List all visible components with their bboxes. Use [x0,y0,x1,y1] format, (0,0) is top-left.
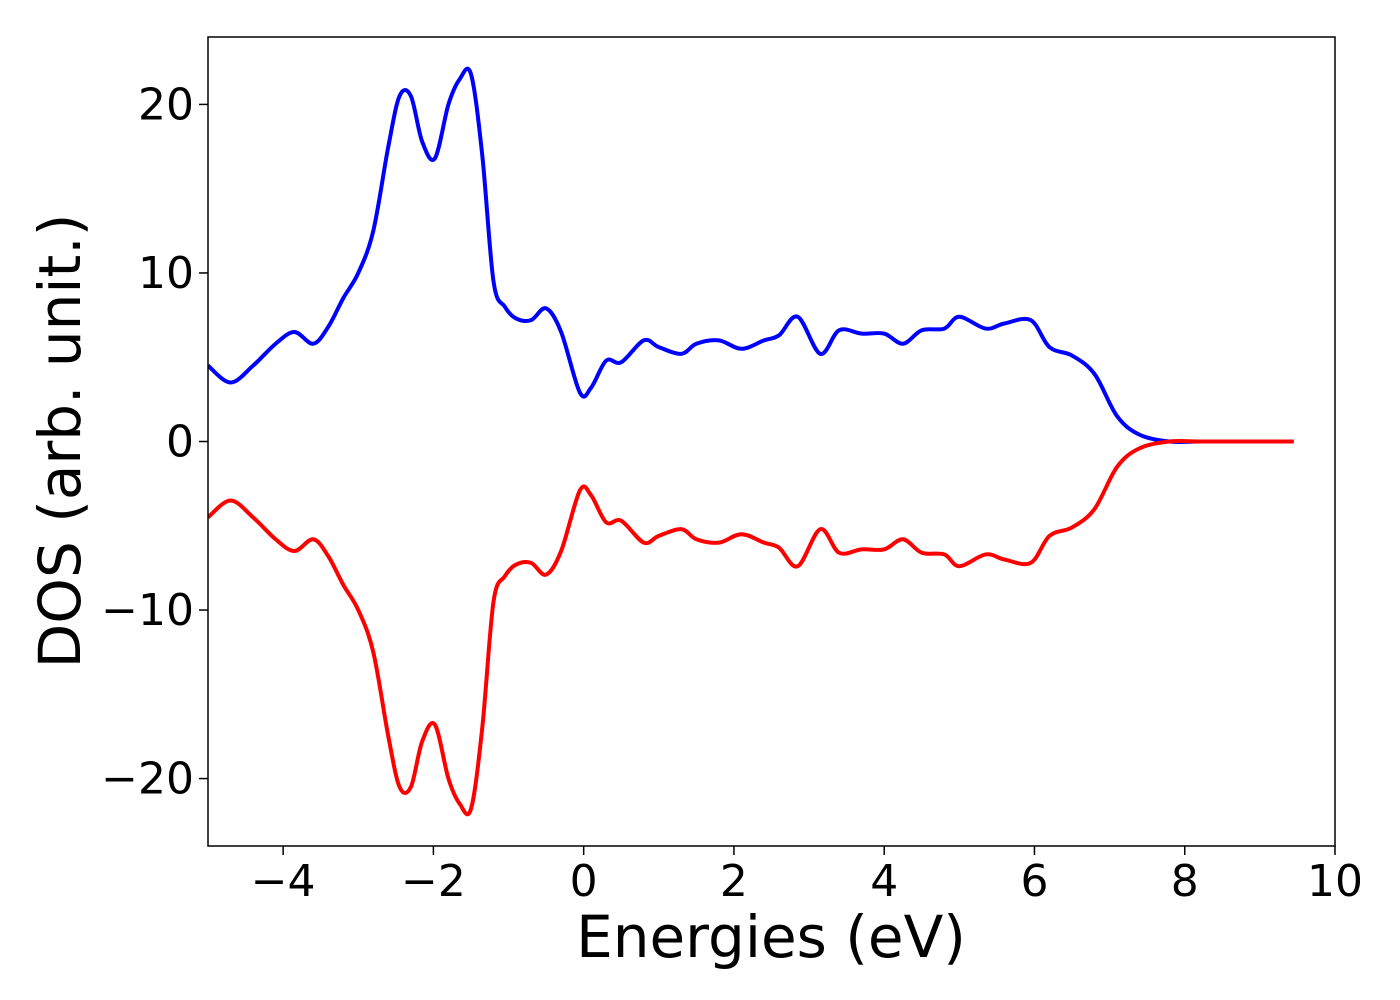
y-tick-label: 20 [138,79,194,130]
x-tick-label: 4 [870,856,898,907]
y-tick-label: 10 [138,248,194,299]
series-line-up [208,66,1294,444]
x-axis-ticks: −4 −2 0 2 4 6 8 10 [251,846,1363,907]
x-tick-label: 8 [1171,856,1199,907]
series-layer [208,66,1294,817]
x-tick-label: 6 [1020,856,1048,907]
x-tick-label: 2 [720,856,748,907]
y-tick-label: −20 [101,754,194,805]
series-line-down [208,439,1294,817]
x-tick-label: −4 [251,856,316,907]
x-tick-label: 0 [570,856,598,907]
y-axis-ticks: −20 −10 0 10 20 [101,79,208,805]
y-tick-label: −10 [101,585,194,636]
y-axis-label: DOS (arb. unit.) [26,214,94,669]
x-tick-label: 10 [1307,856,1363,907]
x-tick-label: −2 [401,856,466,907]
y-tick-label: 0 [166,417,194,468]
x-axis-label: Energies (eV) [576,903,966,971]
